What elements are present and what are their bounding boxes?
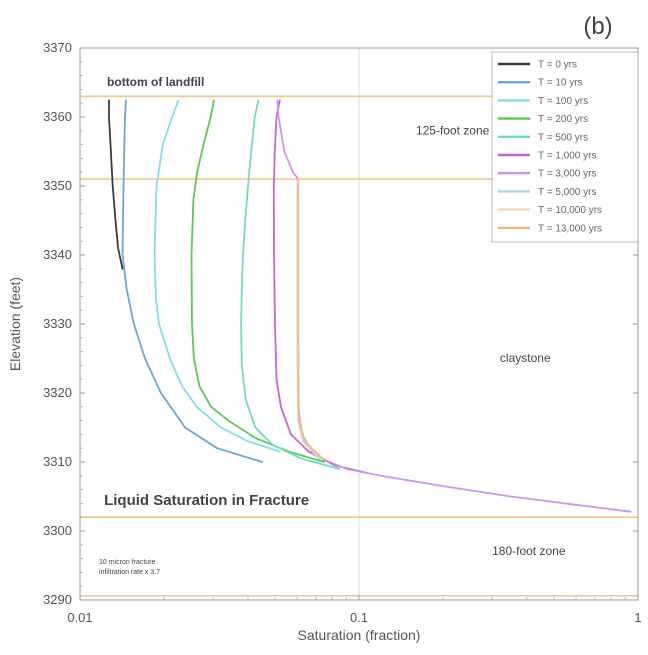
series-line	[296, 178, 321, 460]
legend-label: T = 10,000 yrs	[538, 205, 602, 216]
x-axis-label: Saturation (fraction)	[298, 627, 421, 643]
legend-label: T = 1,000 yrs	[538, 151, 596, 162]
series-lines	[108, 99, 632, 513]
y-tick-label: 3330	[43, 316, 72, 331]
y-tick-label: 3370	[43, 40, 72, 55]
annotation-text: claystone	[500, 351, 551, 365]
series-line	[297, 178, 324, 460]
legend-label: T = 200 yrs	[538, 114, 588, 125]
series-line	[240, 99, 341, 470]
y-tick-label: 3310	[43, 454, 72, 469]
annotation-text: bottom of landfill	[107, 75, 204, 89]
legend-label: T = 5,000 yrs	[538, 187, 596, 198]
legend-label: T = 13,000 yrs	[538, 223, 602, 234]
series-line	[121, 99, 264, 463]
annotation-text: 180-foot zone	[492, 544, 566, 558]
annotation-text: 125-foot zone	[416, 123, 490, 137]
annotation-text: 10 micron fracture	[99, 559, 156, 566]
x-tick-label: 0.01	[67, 610, 92, 625]
series-line	[190, 99, 326, 463]
series-line	[108, 99, 124, 270]
y-axis-label: Elevation (feet)	[7, 277, 23, 371]
annotations: bottom of landfill 125-foot zone claystone…	[99, 75, 566, 576]
y-tick-label: 3360	[43, 109, 72, 124]
series-line	[272, 99, 366, 474]
x-tick-label: 0.1	[350, 610, 368, 625]
legend-label: T = 10 yrs	[538, 78, 583, 89]
panel-label: (b)	[583, 13, 612, 40]
legend-label: T = 3,000 yrs	[538, 169, 596, 180]
axis-ticks: 3290 3300 3310 3320 3330 3340 3350 3360 3370 0.01…	[43, 40, 642, 625]
y-tick-label: 3350	[43, 178, 72, 193]
x-tick-label: 1	[634, 610, 641, 625]
legend: T = 0 yrs T = 10 yrs T = 100 yrs T = 200 yr…	[491, 51, 639, 243]
annotation-text: infiltration rate x 3.7	[99, 569, 160, 576]
annotation-text: Liquid Saturation in Fracture	[104, 492, 309, 509]
legend-label: T = 0 yrs	[538, 60, 577, 71]
y-tick-label: 3320	[43, 385, 72, 400]
legend-label: T = 500 yrs	[538, 132, 588, 143]
y-tick-label: 3300	[43, 523, 72, 538]
y-tick-label: 3290	[43, 592, 72, 607]
y-tick-label: 3340	[43, 247, 72, 262]
legend-label: T = 100 yrs	[538, 96, 588, 107]
series-line	[296, 178, 322, 460]
series-line	[153, 99, 281, 453]
